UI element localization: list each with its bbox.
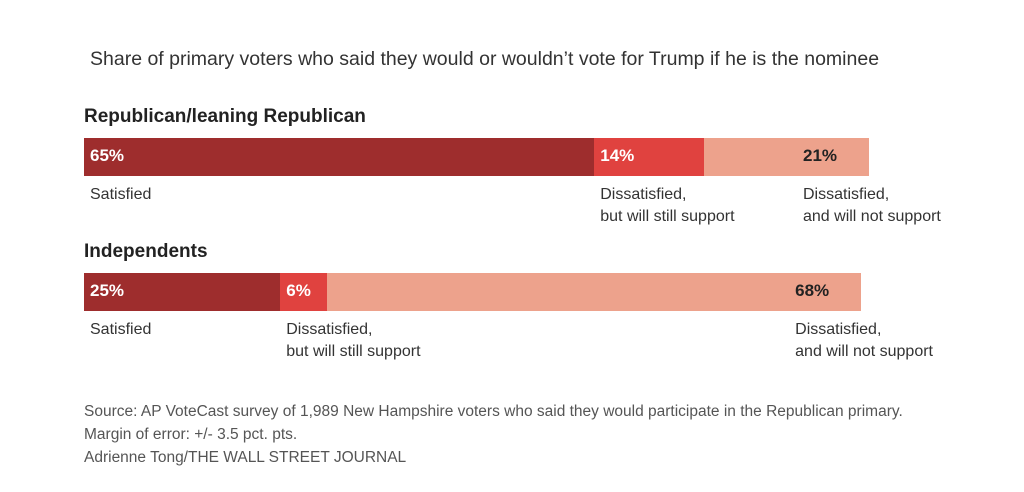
- segment-label-line: Satisfied: [90, 321, 152, 338]
- segment-label-line: and will not support: [803, 208, 941, 225]
- segment-label-republican-leaning-republican-satisfied: Satisfied: [90, 184, 151, 206]
- source-note: Source: AP VoteCast survey of 1,989 New …: [84, 403, 903, 420]
- bar-segment-republican-leaning-republican-dissatisfied-and-will-not-support: 21%: [704, 138, 869, 176]
- chart-footer: Source: AP VoteCast survey of 1,989 New …: [84, 400, 903, 469]
- group-title-republican: Republican/leaning Republican: [84, 106, 366, 127]
- segment-label-line: but will still support: [600, 208, 735, 225]
- bar-segment-independents-satisfied: 25%: [84, 273, 281, 311]
- margin-of-error-note: Margin of error: +/- 3.5 pct. pts.: [84, 426, 298, 443]
- segment-label-line: Dissatisfied,: [795, 321, 882, 338]
- segment-label-line: Dissatisfied,: [286, 321, 373, 338]
- group-title-independents: Independents: [84, 241, 208, 262]
- segment-label-republican-leaning-republican-dissatisfied-and-will-not-support: Dissatisfied, and will not support: [803, 184, 941, 228]
- value-label-republican-leaning-republican-satisfied: 65%: [90, 146, 125, 165]
- value-label-republican-leaning-republican-dissatisfied-but-will-still-support: 14%: [600, 146, 635, 165]
- value-label-independents-dissatisfied-and-will-not-support: 68%: [795, 281, 830, 300]
- segment-label-line: and will not support: [795, 343, 933, 360]
- value-label-independents-dissatisfied-but-will-still-support: 6%: [286, 281, 311, 300]
- bar-segment-independents-dissatisfied-but-will-still-support: 6%: [280, 273, 328, 311]
- chart-title: Share of primary voters who said they wo…: [90, 48, 880, 70]
- bar-segment-independents-dissatisfied-and-will-not-support: 68%: [327, 273, 862, 311]
- segment-label-line: Dissatisfied,: [803, 186, 890, 203]
- segment-label-line: but will still support: [286, 343, 421, 360]
- value-label-independents-satisfied: 25%: [90, 281, 125, 300]
- bar-segment-republican-leaning-republican-satisfied: 65%: [84, 138, 595, 176]
- bar-segment-republican-leaning-republican-dissatisfied-but-will-still-support: 14%: [594, 138, 705, 176]
- credit-line: Adrienne Tong/THE WALL STREET JOURNAL: [84, 449, 407, 466]
- segment-label-independents-satisfied: Satisfied: [90, 319, 151, 341]
- segment-label-independents-dissatisfied-but-will-still-support: Dissatisfied, but will still support: [286, 319, 420, 363]
- value-label-republican-leaning-republican-dissatisfied-and-will-not-support: 21%: [802, 146, 838, 165]
- segment-label-independents-dissatisfied-and-will-not-support: Dissatisfied, and will not support: [795, 319, 933, 363]
- segment-label-republican-leaning-republican-dissatisfied-but-will-still-support: Dissatisfied, but will still support: [600, 184, 734, 228]
- segment-label-line: Dissatisfied,: [600, 186, 687, 203]
- segment-label-line: Satisfied: [90, 186, 152, 203]
